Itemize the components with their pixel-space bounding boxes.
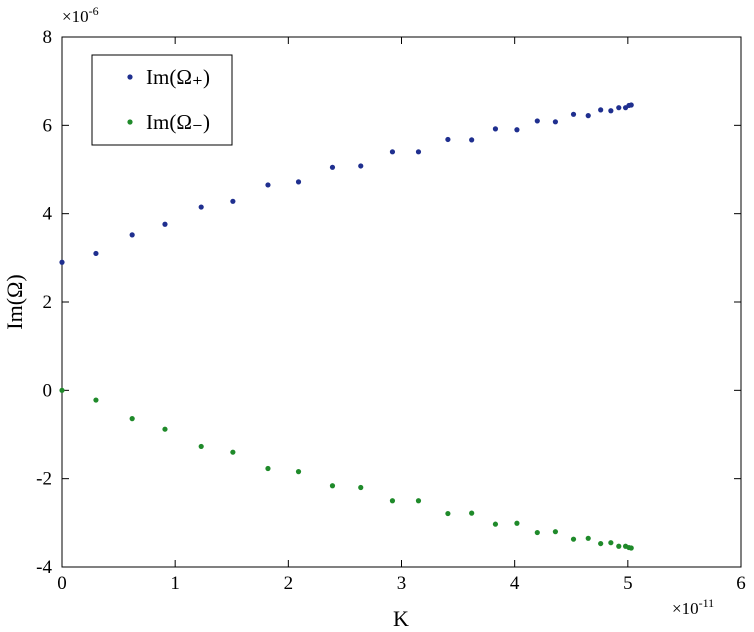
data-point-series-2: [514, 520, 520, 526]
y-tick-label: 6: [43, 115, 53, 136]
data-point-series-2: [534, 529, 540, 536]
data-point-series-2: [358, 484, 364, 491]
data-point-series-1: [389, 149, 396, 155]
x-axis-exponent: ×10-11: [672, 596, 714, 618]
x-tick-label: 0: [57, 573, 67, 594]
data-point-series-1: [445, 136, 451, 143]
data-point-series-1: [329, 164, 336, 170]
data-point-series-1: [415, 149, 422, 155]
data-point-series-2: [230, 449, 236, 455]
data-point-series-1: [616, 105, 622, 111]
data-point-series-2: [59, 387, 65, 393]
data-point-series-1: [129, 232, 135, 238]
tick-labels: 0 1 2 3 4 5 6 -4 -2 0 2 4 6 8: [36, 27, 746, 594]
x-tick-label: 3: [397, 573, 407, 594]
data-point-series-2: [469, 510, 475, 516]
y-axis-exponent: ×10-6: [62, 4, 99, 26]
data-points: [59, 102, 634, 551]
data-point-series-2: [552, 529, 559, 535]
data-point-series-1: [628, 102, 634, 108]
x-tick-label: 5: [623, 573, 633, 594]
y-tick-label: 8: [43, 27, 53, 48]
data-point-series-2: [598, 540, 604, 547]
data-point-series-2: [162, 426, 168, 432]
data-point-series-2: [570, 536, 577, 542]
x-tick-label: 6: [736, 573, 746, 594]
data-point-series-1: [608, 108, 614, 114]
legend-label-series-1: Im(Ω₊): [146, 65, 210, 89]
data-point-series-2: [295, 469, 302, 475]
data-point-series-1: [358, 163, 364, 169]
y-tick-label: 4: [43, 204, 53, 225]
data-point-series-1: [295, 179, 302, 185]
data-point-series-2: [492, 521, 499, 527]
data-point-series-2: [585, 535, 591, 541]
legend: Im(Ω₊) Im(Ω₋): [91, 54, 233, 146]
x-tick-label: 4: [510, 573, 520, 594]
data-point-series-1: [469, 137, 475, 143]
data-point-series-1: [585, 113, 591, 119]
legend-label-series-2: Im(Ω₋): [146, 110, 210, 134]
data-point-series-1: [93, 250, 99, 257]
y-tick-label: 2: [43, 292, 53, 313]
axis-ticks: [61, 36, 742, 568]
data-point-series-2: [616, 543, 622, 549]
data-point-series-2: [329, 483, 336, 489]
data-point-series-2: [445, 510, 451, 517]
data-point-series-1: [534, 118, 540, 124]
y-axis-title: Im(Ω): [2, 274, 27, 329]
data-point-series-1: [198, 204, 204, 210]
data-point-series-2: [129, 416, 135, 422]
data-point-series-1: [162, 221, 168, 227]
data-point-series-2: [608, 540, 614, 546]
x-axis-title: K: [393, 606, 409, 631]
legend-marker-series-2: [127, 119, 133, 125]
data-point-series-1: [552, 119, 559, 125]
data-point-series-2: [628, 545, 634, 551]
x-tick-label: 1: [170, 573, 180, 594]
data-point-series-1: [265, 182, 271, 188]
data-point-series-1: [514, 127, 520, 133]
y-tick-label: 0: [43, 380, 53, 401]
data-point-series-1: [598, 107, 604, 113]
data-point-series-2: [415, 498, 422, 504]
data-point-series-1: [492, 126, 499, 132]
data-point-series-1: [230, 198, 236, 204]
y-tick-label: -2: [36, 469, 52, 490]
y-tick-label: -4: [36, 557, 52, 578]
data-point-series-2: [198, 443, 204, 450]
data-point-series-1: [570, 111, 577, 117]
legend-marker-series-1: [127, 74, 133, 80]
data-point-series-2: [389, 498, 396, 504]
data-point-series-2: [265, 465, 271, 472]
data-point-series-1: [59, 259, 65, 265]
data-point-series-2: [93, 397, 99, 403]
x-tick-label: 2: [284, 573, 294, 594]
legend-box: [91, 54, 233, 146]
